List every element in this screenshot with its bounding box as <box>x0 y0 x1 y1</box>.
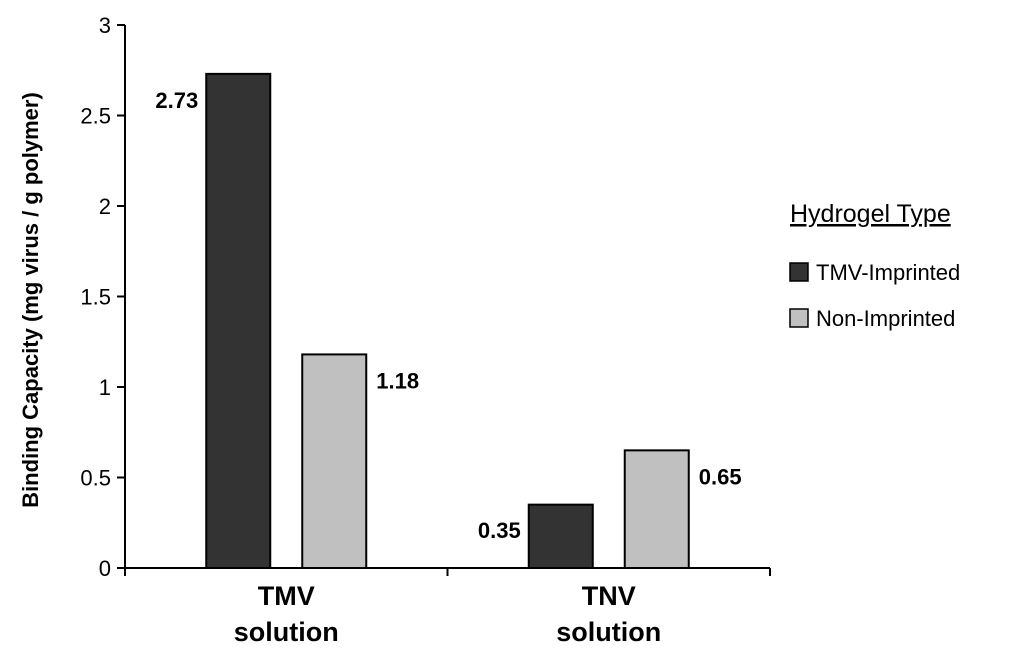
legend: Hydrogel Type TMV-Imprinted Non-Imprinted <box>789 200 960 331</box>
y-axis: 0 0.5 1 1.5 2 2.5 3 <box>80 13 126 581</box>
y-tick-label: 1 <box>99 375 111 400</box>
y-axis-title: Binding Capacity (mg virus / g polymer) <box>18 92 43 508</box>
y-tick-label: 0 <box>99 556 111 581</box>
y-tick-label: 1.5 <box>80 285 111 310</box>
data-label: 2.73 <box>155 88 198 113</box>
data-label: 1.18 <box>376 368 419 393</box>
legend-title: Hydrogel Type <box>790 200 951 228</box>
bars <box>205 72 690 570</box>
data-label: 0.35 <box>478 518 521 543</box>
bar-non-imprinted-1 <box>623 449 690 570</box>
legend-swatch <box>789 262 809 282</box>
x-category-label: TMV <box>258 581 315 611</box>
x-category-label: TNV <box>582 581 636 611</box>
y-tick-label: 2 <box>99 194 111 219</box>
x-category-label: solution <box>556 617 661 647</box>
x-axis: TMV solution TNV solution <box>124 567 771 647</box>
legend-entry: Non-Imprinted <box>816 306 955 331</box>
legend-entry: TMV-Imprinted <box>816 260 960 285</box>
bar-non-imprinted-0 <box>301 353 368 570</box>
legend-swatch <box>789 308 809 328</box>
y-tick-label: 3 <box>99 13 111 38</box>
y-tick-label: 2.5 <box>80 104 111 129</box>
bar-tmv-imprinted-1 <box>527 503 594 569</box>
x-category-label: solution <box>234 617 339 647</box>
y-tick-label: 0.5 <box>80 466 111 491</box>
data-label: 0.65 <box>699 464 742 489</box>
bar-tmv-imprinted-0 <box>205 72 272 570</box>
data-labels: 2.73 1.18 0.35 0.65 <box>155 88 741 543</box>
